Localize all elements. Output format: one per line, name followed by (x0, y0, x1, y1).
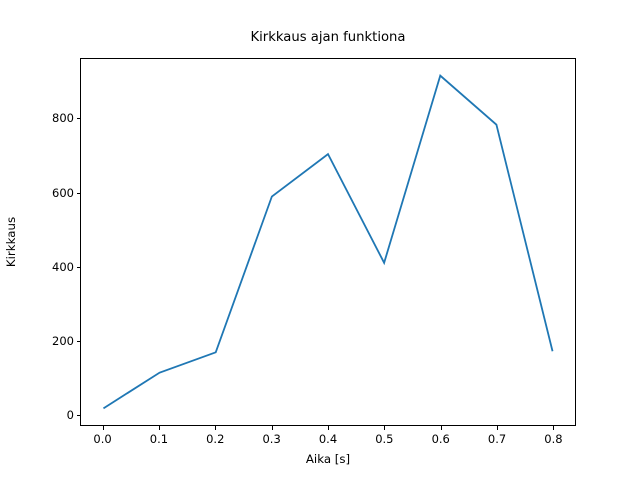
y-tick-label: 600 (52, 185, 74, 200)
x-tick-mark (497, 426, 499, 430)
x-tick-label: 0.4 (318, 432, 338, 446)
x-tick-label: 0.3 (262, 432, 281, 446)
x-tick-label: 0.8 (544, 432, 563, 446)
x-tick-label: 0.2 (206, 432, 225, 446)
y-tick-label: 800 (52, 111, 74, 126)
y-axis-label: Kirkkaus (0, 58, 22, 426)
plot-axes-area (80, 58, 576, 426)
x-tick-mark (328, 426, 329, 430)
y-tick-mark (76, 414, 80, 416)
y-tick-label: 400 (52, 259, 74, 274)
y-tick-mark (76, 340, 80, 342)
x-axis-label: Aika [s] (305, 452, 351, 466)
x-tick-mark (553, 426, 555, 430)
x-tick-label: 0.7 (487, 432, 507, 446)
x-tick-label: 0.0 (93, 432, 112, 446)
x-tick-mark (384, 426, 386, 430)
y-tick-label: 0 (66, 407, 74, 422)
y-axis-label-text: Kirkkaus (4, 216, 19, 268)
x-tick-mark (440, 426, 442, 430)
x-tick-label: 0.1 (149, 432, 169, 446)
x-tick-mark (271, 426, 273, 430)
x-tick-mark (215, 426, 217, 430)
x-tick-label: 0.6 (431, 432, 450, 446)
y-tick-label: 200 (52, 333, 74, 348)
chart-title: Kirkkaus ajan funktiona (250, 30, 406, 45)
y-tick-mark (76, 266, 80, 268)
data-line-svg (81, 59, 575, 425)
data-series-line (103, 76, 552, 409)
x-tick-mark (158, 426, 160, 430)
y-tick-mark (76, 118, 80, 120)
x-tick-mark (102, 426, 104, 430)
x-tick-label: 0.5 (375, 432, 394, 446)
y-tick-mark (76, 192, 80, 194)
